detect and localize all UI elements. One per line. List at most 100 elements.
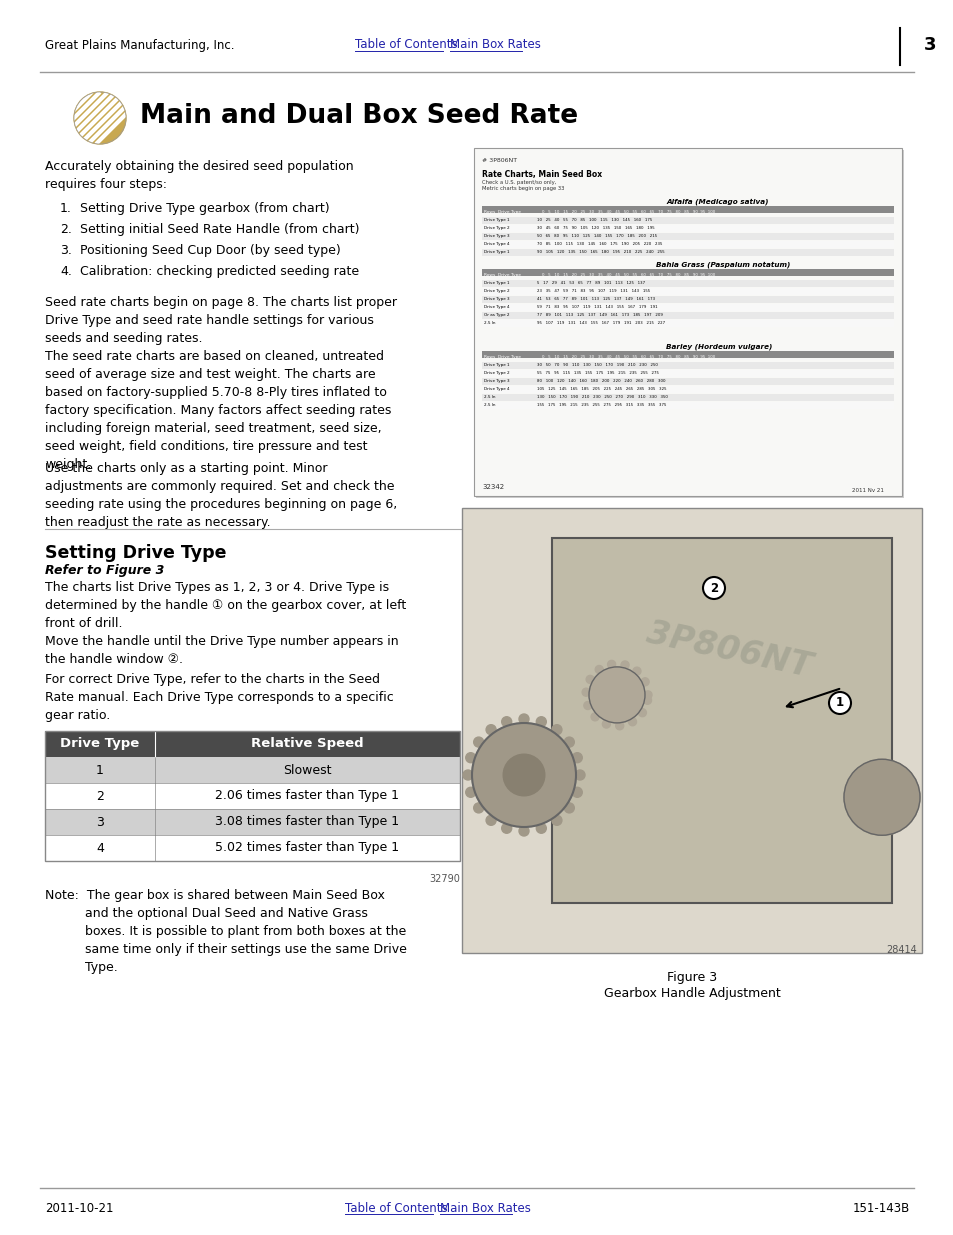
Circle shape bbox=[501, 824, 511, 834]
Text: Drive Type 2: Drive Type 2 bbox=[483, 289, 509, 293]
FancyBboxPatch shape bbox=[481, 233, 893, 240]
Text: Setting initial Seed Rate Handle (from chart): Setting initial Seed Rate Handle (from c… bbox=[80, 224, 359, 236]
Circle shape bbox=[640, 678, 648, 685]
FancyBboxPatch shape bbox=[481, 370, 893, 377]
Circle shape bbox=[564, 803, 574, 813]
Text: Rows  Drive Type: Rows Drive Type bbox=[483, 273, 520, 277]
Circle shape bbox=[552, 725, 561, 735]
Text: Drive Type 3: Drive Type 3 bbox=[483, 296, 509, 301]
FancyBboxPatch shape bbox=[481, 378, 893, 385]
FancyBboxPatch shape bbox=[481, 387, 893, 393]
Text: Use the charts only as a starting point. Minor
adjustments are commonly required: Use the charts only as a starting point.… bbox=[45, 462, 396, 529]
FancyBboxPatch shape bbox=[481, 320, 893, 327]
Text: Drive Type 1: Drive Type 1 bbox=[483, 363, 509, 367]
Text: 23   35   47   59   71   83   95   107   119   131   143   155: 23 35 47 59 71 83 95 107 119 131 143 155 bbox=[537, 289, 649, 293]
Text: 3: 3 bbox=[923, 36, 936, 54]
Circle shape bbox=[518, 714, 529, 724]
Text: Accurately obtaining the desired seed population
requires four steps:: Accurately obtaining the desired seed po… bbox=[45, 161, 354, 191]
Text: Relative Speed: Relative Speed bbox=[251, 737, 363, 751]
Text: Note:  The gear box is shared between Main Seed Box
          and the optional D: Note: The gear box is shared between Mai… bbox=[45, 889, 406, 974]
Circle shape bbox=[638, 709, 646, 716]
Text: Figure 3: Figure 3 bbox=[666, 971, 717, 984]
Text: 151-143B: 151-143B bbox=[852, 1202, 909, 1214]
Text: 70   85   100   115   130   145   160   175   190   205   220   235: 70 85 100 115 130 145 160 175 190 205 22… bbox=[537, 242, 661, 246]
Text: 59   71   83   95   107   119   131   143   155   167   179   191: 59 71 83 95 107 119 131 143 155 167 179 … bbox=[537, 305, 657, 309]
Circle shape bbox=[632, 667, 640, 676]
FancyBboxPatch shape bbox=[461, 508, 921, 953]
FancyBboxPatch shape bbox=[481, 225, 893, 232]
Text: Positioning Seed Cup Door (by seed type): Positioning Seed Cup Door (by seed type) bbox=[80, 245, 340, 257]
Text: 28414: 28414 bbox=[885, 945, 916, 955]
Text: 3: 3 bbox=[96, 815, 104, 829]
Text: 1: 1 bbox=[96, 763, 104, 777]
Text: Rate Charts, Main Seed Box: Rate Charts, Main Seed Box bbox=[481, 170, 601, 179]
Text: 0   5   10   15   20   25   30   35   40   45   50   55   60   65   70   75   80: 0 5 10 15 20 25 30 35 40 45 50 55 60 65 … bbox=[541, 210, 715, 214]
Text: Alfalfa (Medicago sativa): Alfalfa (Medicago sativa) bbox=[665, 198, 768, 205]
FancyBboxPatch shape bbox=[45, 809, 459, 835]
FancyBboxPatch shape bbox=[481, 312, 893, 319]
FancyBboxPatch shape bbox=[481, 280, 893, 287]
Circle shape bbox=[536, 716, 546, 726]
Circle shape bbox=[572, 752, 581, 763]
FancyBboxPatch shape bbox=[45, 835, 459, 861]
Circle shape bbox=[581, 688, 590, 697]
Circle shape bbox=[465, 787, 476, 798]
Text: 41   53   65   77   89   101   113   125   137   149   161   173: 41 53 65 77 89 101 113 125 137 149 161 1… bbox=[537, 296, 655, 301]
Text: Setting Drive Type: Setting Drive Type bbox=[45, 543, 226, 562]
Text: 4: 4 bbox=[96, 841, 104, 855]
Text: 55   75   95   115   135   155   175   195   215   235   255   275: 55 75 95 115 135 155 175 195 215 235 255… bbox=[537, 370, 659, 375]
Text: 30   45   60   75   90   105   120   135   150   165   180   195: 30 45 60 75 90 105 120 135 150 165 180 1… bbox=[537, 226, 654, 230]
Text: Drive Type 4: Drive Type 4 bbox=[483, 305, 509, 309]
Text: For correct Drive Type, refer to the charts in the Seed
Rate manual. Each Drive : For correct Drive Type, refer to the cha… bbox=[45, 673, 394, 722]
Text: Drive Type 1: Drive Type 1 bbox=[483, 282, 509, 285]
Circle shape bbox=[486, 725, 496, 735]
Text: 77   89   101   113   125   137   149   161   173   185   197   209: 77 89 101 113 125 137 149 161 173 185 19… bbox=[537, 312, 662, 317]
Text: 1.: 1. bbox=[60, 203, 71, 215]
Text: 2011 Nv 21: 2011 Nv 21 bbox=[851, 488, 882, 493]
Text: 2011-10-21: 2011-10-21 bbox=[45, 1202, 113, 1214]
Text: Move the handle until the Drive Type number appears in
the handle window ②.: Move the handle until the Drive Type num… bbox=[45, 635, 398, 666]
Text: 0   5   10   15   20   25   30   35   40   45   50   55   60   65   70   75   80: 0 5 10 15 20 25 30 35 40 45 50 55 60 65 … bbox=[541, 273, 715, 277]
Text: 5   17   29   41   53   65   77   89   101   113   125   137: 5 17 29 41 53 65 77 89 101 113 125 137 bbox=[537, 282, 644, 285]
Text: 10   25   40   55   70   85   100   115   130   145   160   175: 10 25 40 55 70 85 100 115 130 145 160 17… bbox=[537, 219, 652, 222]
Text: Drive Type 4: Drive Type 4 bbox=[483, 387, 509, 391]
Circle shape bbox=[601, 720, 610, 727]
FancyBboxPatch shape bbox=[481, 362, 893, 369]
Text: 3P806NT: 3P806NT bbox=[642, 616, 814, 684]
Text: Refer to Figure 3: Refer to Figure 3 bbox=[45, 564, 164, 577]
Text: 5.02 times faster than Type 1: 5.02 times faster than Type 1 bbox=[215, 841, 399, 855]
Text: Seed rate charts begin on page 8. The charts list proper
Drive Type and seed rat: Seed rate charts begin on page 8. The ch… bbox=[45, 296, 396, 345]
Text: Great Plains Manufacturing, Inc.: Great Plains Manufacturing, Inc. bbox=[45, 38, 234, 52]
Text: Table of Contents: Table of Contents bbox=[355, 38, 457, 52]
Circle shape bbox=[702, 577, 724, 599]
Text: 4.: 4. bbox=[60, 266, 71, 278]
FancyBboxPatch shape bbox=[552, 538, 891, 903]
Text: # 3P806NT: # 3P806NT bbox=[481, 158, 517, 163]
Text: 130   150   170   190   210   230   250   270   290   310   330   350: 130 150 170 190 210 230 250 270 290 310 … bbox=[537, 395, 667, 399]
Text: 2.5 In: 2.5 In bbox=[483, 403, 495, 408]
Circle shape bbox=[643, 697, 651, 704]
Text: 2.5 In: 2.5 In bbox=[483, 321, 495, 325]
Circle shape bbox=[595, 666, 602, 673]
Text: 32790: 32790 bbox=[429, 874, 459, 884]
FancyBboxPatch shape bbox=[481, 269, 893, 275]
Text: 2.06 times faster than Type 1: 2.06 times faster than Type 1 bbox=[215, 789, 399, 803]
Text: 32342: 32342 bbox=[481, 484, 503, 490]
Circle shape bbox=[828, 692, 850, 714]
FancyBboxPatch shape bbox=[481, 296, 893, 303]
Text: 90   105   120   135   150   165   180   195   210   225   240   255: 90 105 120 135 150 165 180 195 210 225 2… bbox=[537, 249, 664, 254]
FancyBboxPatch shape bbox=[481, 241, 893, 248]
Text: Slowest: Slowest bbox=[283, 763, 332, 777]
Text: 0   5   10   15   20   25   30   35   40   45   50   55   60   65   70   75   80: 0 5 10 15 20 25 30 35 40 45 50 55 60 65 … bbox=[541, 354, 715, 359]
FancyBboxPatch shape bbox=[481, 217, 893, 224]
Circle shape bbox=[462, 769, 473, 781]
Text: 50   65   80   95   110   125   140   155   170   185   200   215: 50 65 80 95 110 125 140 155 170 185 200 … bbox=[537, 233, 657, 238]
FancyBboxPatch shape bbox=[481, 394, 893, 401]
Text: Drive Type 2: Drive Type 2 bbox=[483, 370, 509, 375]
FancyBboxPatch shape bbox=[476, 149, 903, 498]
Circle shape bbox=[628, 718, 636, 726]
Text: Calibration: checking predicted seeding rate: Calibration: checking predicted seeding … bbox=[80, 266, 358, 278]
Text: 3.: 3. bbox=[60, 245, 71, 257]
Circle shape bbox=[585, 676, 594, 683]
Circle shape bbox=[536, 824, 546, 834]
